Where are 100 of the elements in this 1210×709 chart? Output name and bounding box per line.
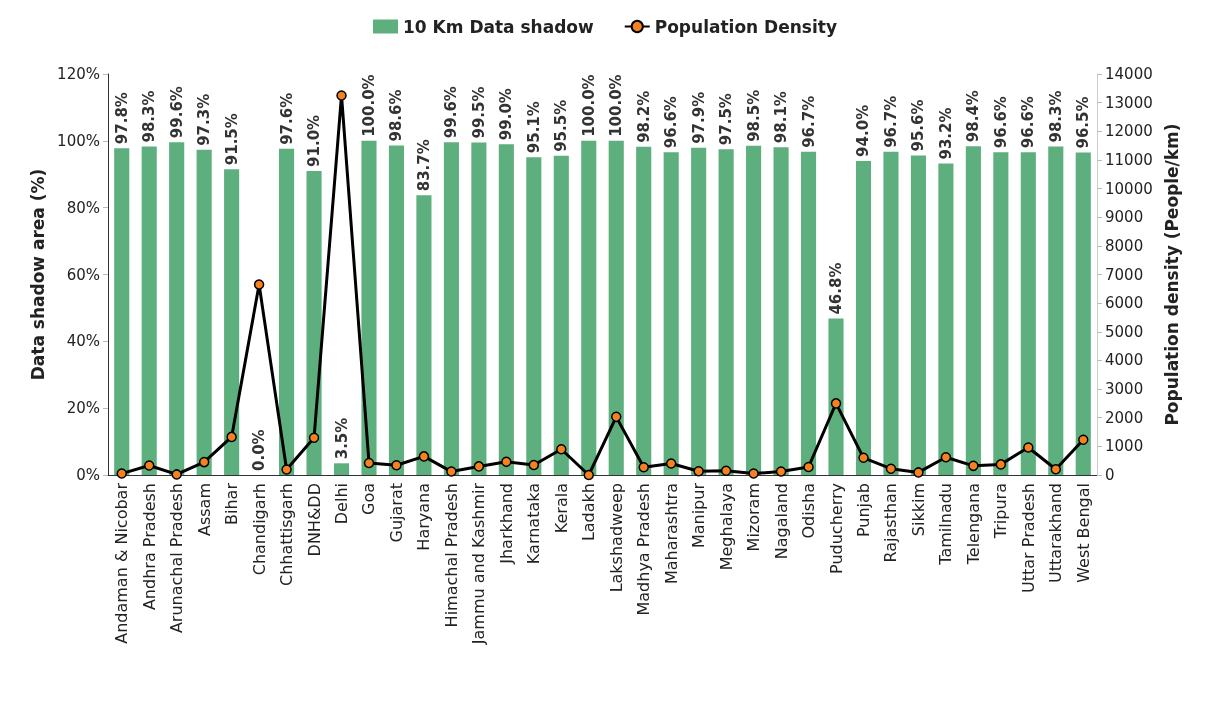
y2-tick-label: 14000 [1105,65,1153,83]
y2-tick-label: 6000 [1105,294,1144,313]
x-tick-label: Karnataka [524,483,544,565]
bar [1048,146,1064,475]
bar [883,151,899,475]
data-label: 99.6% [442,86,461,139]
x-tick-label: Himachal Pradesh [441,483,461,628]
point [693,466,704,477]
point [1078,434,1089,446]
data-label: 97.9% [689,91,708,144]
x-tick-label: Bihar [222,482,242,525]
x-tick-label: Rajasthan [881,483,901,563]
x-tick-label: Arunachal Pradesh [167,483,187,634]
point [528,459,540,471]
bar [498,144,514,475]
bar [169,142,185,475]
point [556,443,567,455]
x-tick-label: Telengana [963,483,983,566]
legend-label: Population Density [654,16,837,37]
bar [553,155,569,475]
bar [746,145,762,475]
bar [800,151,817,475]
data-label: 96.7% [799,95,818,148]
bar [196,149,212,475]
point [968,460,979,472]
bar [828,318,844,475]
point [418,451,430,462]
x-tick-label: West Bengal [1073,483,1093,583]
x-tick-label: Punjab [853,483,873,538]
x-tick-label: Ladakh [579,483,599,542]
y-tick-label: 20% [66,399,100,418]
y2-tick-label: 9000 [1105,208,1144,227]
y2-tick-label: 13000 [1105,93,1153,112]
bar [663,152,679,475]
x-tick-label: Puducherry [826,483,846,574]
legend-label: 10 Km Data shadow [403,16,595,37]
point [143,460,155,471]
x-tick-label: Chhattisgarh [277,483,297,586]
y-tick-label: 80% [66,198,100,217]
point [995,459,1007,470]
point [308,432,320,444]
y2-tick-label: 12000 [1105,122,1153,141]
y2-tick-label: 8000 [1105,236,1144,255]
data-label: 91.5% [222,113,241,166]
bar [416,195,432,475]
bar [526,157,542,475]
x-tick-label: Mizoram [744,483,764,552]
data-label: 95.6% [909,99,928,152]
x-tick-label: Jharkhand [496,483,516,565]
y2-tick-label: 7000 [1105,265,1144,284]
data-label: 3.5% [332,417,351,460]
data-label: 97.3% [195,93,214,146]
y2-tick-label: 10000 [1105,179,1153,198]
data-label: 98.3% [1046,90,1065,143]
point [116,468,127,479]
bar [1075,152,1091,475]
bar [471,142,487,475]
x-tick-label: Odisha [799,483,819,539]
point [913,467,924,478]
y2-tick-label: 1000 [1105,437,1144,456]
bar [279,148,295,475]
x-tick-label: Andhra Pradesh [139,483,159,611]
data-label: 96.5% [1074,96,1093,149]
x-tick-label: Madhya Pradesh [634,483,654,616]
data-label: 98.2% [634,90,653,143]
bar [361,140,377,475]
bar [581,140,597,475]
y2-tick-label: 0 [1105,466,1115,484]
point [253,279,265,290]
x-tick-label: Manipur [689,482,709,549]
data-label: 97.5% [717,93,736,146]
data-label: 93.2% [936,107,955,160]
y2-tick-label: 3000 [1105,380,1144,399]
bar [388,145,405,475]
point [171,469,182,480]
data-label: 99.5% [469,86,488,139]
x-tick-label: Gujarat [386,483,406,543]
data-label: 98.4% [964,90,983,143]
point [583,469,595,481]
data-label: 0.0% [250,429,269,471]
y2-axis-title: Population density (People/km) [1162,123,1183,426]
point [803,461,814,473]
x-tick-label: Sikkim [908,483,928,537]
point [226,431,237,443]
data-label: 98.6% [387,89,406,142]
data-label: 98.3% [140,90,159,143]
bar [910,155,926,475]
data-label: 83.7% [414,139,433,192]
point [391,460,402,471]
data-label: 98.5% [744,89,763,142]
x-tick-label: Maharashtra [661,483,681,585]
point [281,464,292,475]
point [775,466,787,477]
point [1050,464,1062,475]
data-label: 99.6% [167,86,186,139]
x-tick-label: Andaman & Nicobar [112,482,132,644]
bar [333,463,350,475]
data-label: 96.6% [662,96,681,149]
point [473,461,485,472]
data-label: 96.7% [881,95,900,148]
